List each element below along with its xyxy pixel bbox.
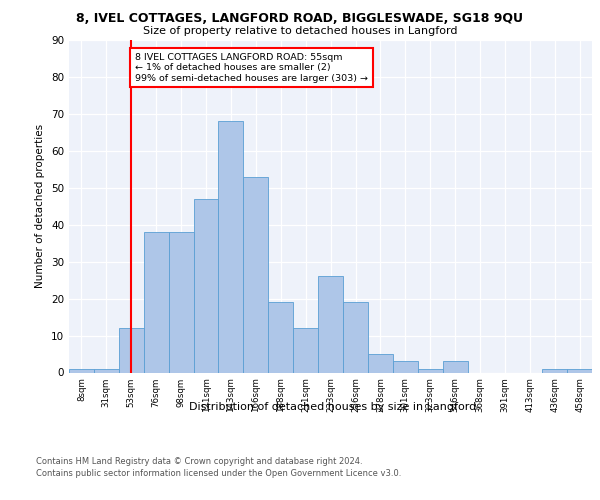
Bar <box>318 276 343 372</box>
Bar <box>293 328 318 372</box>
Y-axis label: Number of detached properties: Number of detached properties <box>35 124 46 288</box>
Bar <box>443 362 467 372</box>
Bar <box>343 302 368 372</box>
Bar <box>119 328 144 372</box>
Bar <box>368 354 393 372</box>
Text: 8, IVEL COTTAGES, LANGFORD ROAD, BIGGLESWADE, SG18 9QU: 8, IVEL COTTAGES, LANGFORD ROAD, BIGGLES… <box>77 12 523 26</box>
Text: Contains public sector information licensed under the Open Government Licence v3: Contains public sector information licen… <box>36 468 401 477</box>
Bar <box>268 302 293 372</box>
Bar <box>244 176 268 372</box>
Text: 8 IVEL COTTAGES LANGFORD ROAD: 55sqm
← 1% of detached houses are smaller (2)
99%: 8 IVEL COTTAGES LANGFORD ROAD: 55sqm ← 1… <box>135 53 368 82</box>
Bar <box>542 369 567 372</box>
Text: Distribution of detached houses by size in Langford: Distribution of detached houses by size … <box>190 402 476 412</box>
Bar <box>169 232 194 372</box>
Text: Contains HM Land Registry data © Crown copyright and database right 2024.: Contains HM Land Registry data © Crown c… <box>36 458 362 466</box>
Bar <box>69 369 94 372</box>
Bar <box>567 369 592 372</box>
Bar <box>218 122 244 372</box>
Text: Size of property relative to detached houses in Langford: Size of property relative to detached ho… <box>143 26 457 36</box>
Bar <box>144 232 169 372</box>
Bar <box>418 369 443 372</box>
Bar <box>393 362 418 372</box>
Bar <box>94 369 119 372</box>
Bar <box>194 199 218 372</box>
